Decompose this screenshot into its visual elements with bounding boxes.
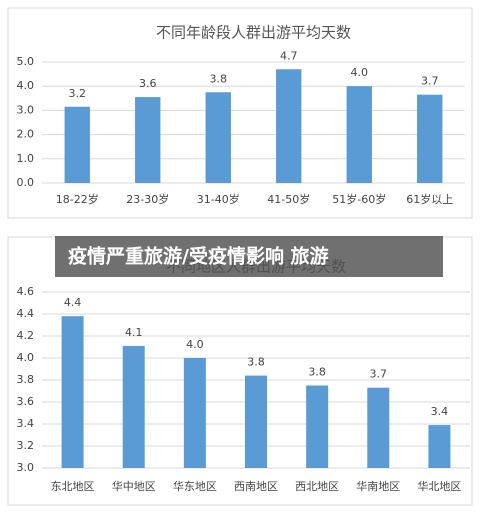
x-tick-label: 61岁以上 [406,192,453,206]
x-tick-label: 西北地区 [295,480,339,493]
data-label: 4.1 [125,326,143,339]
bar [122,345,145,468]
y-tick-label: 4.2 [17,329,35,342]
y-tick-label: 4.0 [17,351,35,364]
x-tick-label: 西南地区 [234,480,278,493]
x-tick-label: 51岁-60岁 [332,192,386,206]
banner-text: 疫情严重旅游/受疫情影响 旅游 [68,245,329,268]
bar [183,358,206,468]
bar [135,97,161,183]
x-tick-label: 41-50岁 [267,192,310,206]
data-label: 3.6 [139,77,157,90]
y-tick-label: 3.0 [17,103,35,116]
y-tick-label: 4.0 [17,79,35,92]
bar [61,316,84,468]
data-label: 3.2 [69,87,87,100]
bar [367,387,390,468]
bar [428,425,451,468]
y-tick-label: 4.6 [17,285,35,298]
bar [346,86,372,183]
y-tick-label: 3.2 [17,439,35,452]
charts: 不同年龄段人群出游平均天数 0.0 1.0 2.0 3.0 4.0 5.0 18-22岁 3.2… [17,24,470,493]
data-label: 4.0 [186,338,204,351]
data-label: 4.4 [64,296,82,309]
data-label: 3.8 [308,366,326,379]
bar [306,385,329,468]
banner-group: 疫情严重旅游/受疫情影响 旅游 [55,236,443,277]
banner-background [55,236,443,277]
y-tick-label: 3.0 [17,461,35,474]
chart-frame [7,236,473,506]
data-label: 4.0 [351,66,369,79]
y-tick-label: 3.8 [17,373,35,386]
y-tick-label: 1.0 [17,152,35,165]
data-label: 3.8 [247,356,265,369]
data-label: 4.7 [280,49,298,62]
x-tick-label: 华东地区 [173,479,217,493]
data-label: 3.7 [421,75,439,88]
data-label: 3.8 [210,72,228,85]
y-tick-label: 0.0 [17,176,35,189]
chart-title: 不同年龄段人群出游平均天数 [156,24,351,42]
x-tick-label: 31-40岁 [197,192,240,206]
bar [64,106,90,183]
x-tick-label: 18-22岁 [56,192,99,206]
x-tick-label: 23-30岁 [126,192,169,206]
y-tick-label: 2.0 [17,128,35,141]
data-label: 3.7 [370,368,388,381]
x-tick-label: 华北地区 [417,479,461,493]
y-tick-label: 3.6 [17,395,35,408]
bar [205,92,231,183]
bar [417,94,443,183]
bar [244,375,268,468]
x-tick-label: 东北地区 [51,480,95,493]
y-tick-label: 4.4 [17,307,35,320]
data-label: 3.4 [431,405,449,418]
x-tick-label: 华中地区 [112,479,156,493]
y-tick-label: 5.0 [17,55,35,68]
bar [276,69,302,183]
y-tick-label: 3.4 [17,417,35,430]
x-tick-label: 华南地区 [356,479,400,493]
